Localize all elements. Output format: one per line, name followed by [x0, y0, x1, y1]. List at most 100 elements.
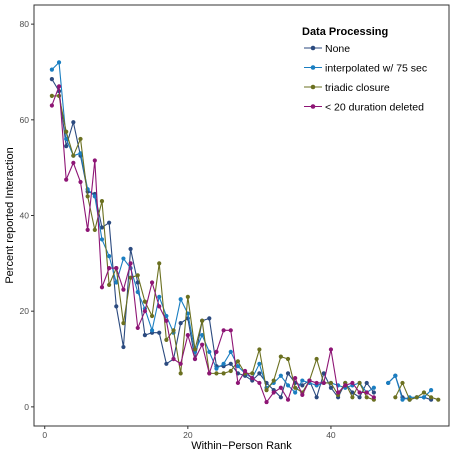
series-line [51, 78, 375, 398]
data-point [257, 361, 262, 366]
data-point [264, 399, 269, 405]
data-point [393, 373, 398, 378]
data-point [300, 378, 305, 383]
x-axis-title: Within−Person Rank [191, 440, 292, 452]
y-axis-title: Percent reported Interaction [4, 147, 16, 283]
data-point [71, 160, 76, 165]
data-point [221, 371, 226, 376]
data-point [71, 120, 76, 125]
data-point [429, 388, 434, 393]
data-point [178, 297, 183, 302]
data-point [85, 194, 90, 199]
data-point [285, 383, 291, 388]
legend-label: None [325, 43, 350, 55]
data-point [171, 328, 176, 333]
data-point [114, 304, 119, 309]
data-point [64, 136, 69, 142]
data-point [321, 380, 326, 386]
legend-title: Data Processing [302, 26, 388, 38]
data-point [207, 316, 212, 321]
data-point [314, 356, 319, 362]
data-point [364, 395, 369, 400]
x-tick-label: 40 [326, 430, 336, 440]
data-point [364, 380, 369, 386]
data-point [142, 333, 148, 338]
data-point [250, 376, 255, 381]
data-point [293, 376, 298, 381]
data-point [285, 371, 291, 376]
data-point [200, 318, 205, 323]
data-point [328, 385, 334, 390]
data-point [178, 371, 183, 376]
data-point [78, 136, 83, 142]
data-point [135, 280, 140, 285]
data-point [49, 77, 54, 82]
data-point [407, 397, 412, 402]
data-point [314, 395, 319, 400]
y-tick-label: 80 [20, 19, 30, 29]
data-point [214, 371, 219, 376]
data-point [178, 361, 183, 366]
data-point [371, 395, 376, 400]
series-3 [49, 84, 376, 405]
data-point [121, 287, 126, 292]
data-point [114, 280, 119, 285]
x-tick-label: 20 [183, 430, 193, 440]
data-point [436, 397, 441, 402]
data-point [257, 371, 262, 376]
data-point [421, 390, 427, 395]
data-point [293, 385, 298, 390]
data-point [192, 347, 198, 352]
data-point [300, 383, 305, 388]
y-axis: 0 20 40 60 80 [20, 19, 34, 412]
data-point [328, 347, 334, 352]
y-tick-label: 40 [20, 211, 30, 221]
data-point [78, 179, 83, 185]
data-point [314, 380, 319, 386]
data-point [421, 395, 427, 400]
legend-item: interpolated w/ 75 sec [304, 63, 427, 75]
data-point [250, 371, 255, 376]
data-point [71, 153, 76, 158]
data-point [429, 395, 434, 400]
data-point [142, 299, 148, 304]
data-point [271, 378, 276, 383]
data-point [278, 373, 283, 378]
data-point [257, 380, 262, 386]
data-point [157, 304, 162, 309]
data-point [107, 254, 112, 259]
data-point [178, 321, 183, 326]
data-point [192, 356, 198, 362]
data-point [228, 328, 233, 333]
data-point [371, 390, 376, 395]
data-point [64, 144, 69, 149]
data-point [157, 330, 162, 335]
data-point [221, 328, 226, 333]
data-point [185, 333, 190, 338]
data-point [107, 282, 112, 287]
data-point [207, 349, 212, 354]
x-axis: 0 20 40 [42, 426, 336, 440]
data-point [49, 67, 54, 72]
data-point [278, 395, 283, 400]
data-point [49, 93, 54, 98]
data-point [271, 390, 276, 395]
data-point [350, 395, 355, 400]
data-point [400, 380, 405, 386]
data-point [264, 388, 269, 393]
data-point [85, 227, 90, 232]
data-point [164, 361, 169, 366]
data-point [235, 364, 241, 369]
data-point [171, 356, 176, 362]
data-point [343, 383, 348, 388]
data-point [121, 256, 126, 261]
legend-label: < 20 duration deleted [325, 102, 424, 114]
data-point [364, 390, 369, 395]
legend-key-marker [310, 45, 316, 51]
legend-label: triadic closure [325, 82, 390, 94]
data-point [56, 84, 62, 89]
data-point [357, 395, 362, 400]
data-point [56, 93, 62, 98]
data-point [400, 397, 405, 402]
